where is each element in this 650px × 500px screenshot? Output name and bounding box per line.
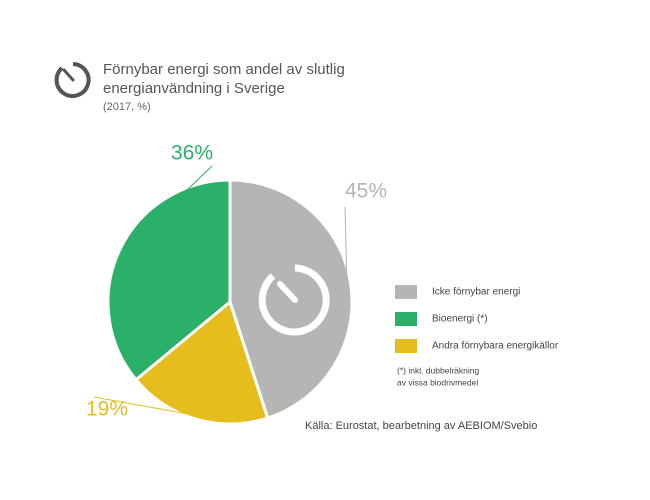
pie-slice xyxy=(106,178,232,382)
legend-label: Icke förnybar energi xyxy=(432,287,520,298)
legend-swatch xyxy=(395,339,417,353)
chart-subtitle: (2017, %) xyxy=(103,101,151,113)
chart-title: Förnybar energi som andel av slutlig xyxy=(103,61,345,78)
legend: Icke förnybar energi Bioenergi (*) Andra f… xyxy=(395,285,559,353)
data-label: 45% xyxy=(345,180,387,203)
leader-line xyxy=(344,206,348,284)
data-label: 19% xyxy=(86,398,128,421)
legend-label: Bioenergi (*) xyxy=(432,314,488,325)
title-icon xyxy=(54,62,91,98)
pie-slice xyxy=(133,299,270,426)
footnote: av vissa biodrivmedel xyxy=(397,377,478,387)
leader-line xyxy=(93,396,198,417)
footnote: (*) inkl. dubbelräkning xyxy=(397,365,479,375)
slice-icon xyxy=(258,264,330,336)
leader-line xyxy=(122,165,213,252)
data-label: 36% xyxy=(171,142,213,165)
source: Källa: Eurostat, bearbetning av AEBIOM/S… xyxy=(305,420,537,432)
legend-label: Andra förnybara energikällor xyxy=(432,341,559,352)
legend-swatch xyxy=(395,312,417,326)
legend-swatch xyxy=(395,285,417,299)
chart-title: energianvändning i Sverige xyxy=(103,80,285,97)
pie: 45% 36% 19% xyxy=(86,142,387,426)
